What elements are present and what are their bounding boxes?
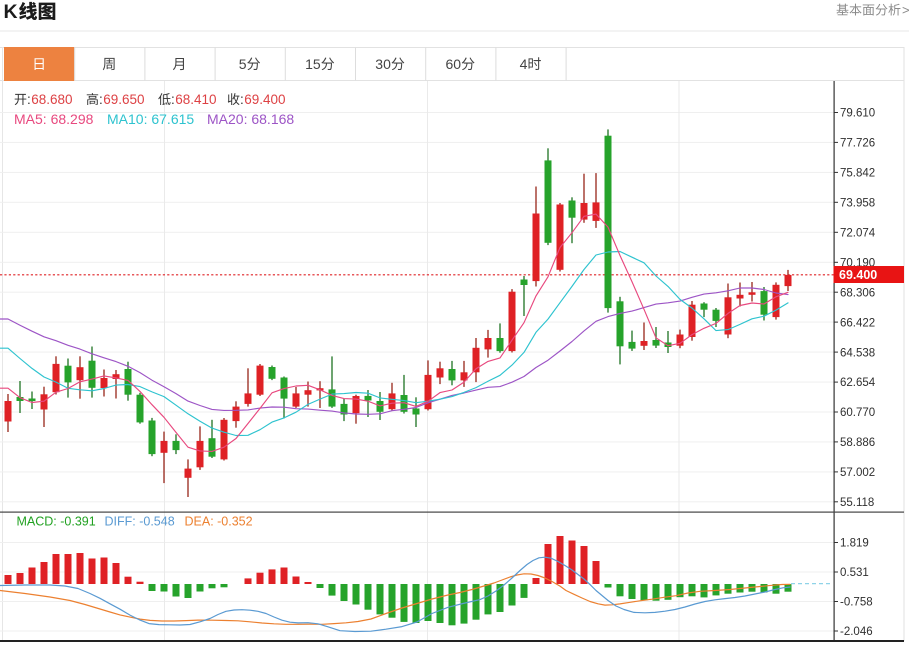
svg-text:-2.046: -2.046 <box>840 626 873 638</box>
svg-text:K: K <box>4 1 18 23</box>
svg-text:69.650: 69.650 <box>103 92 144 107</box>
svg-text:MA10: 67.615: MA10: 67.615 <box>107 111 194 127</box>
svg-text:>: > <box>902 3 909 18</box>
svg-text:69.400: 69.400 <box>244 92 285 107</box>
svg-text:57.002: 57.002 <box>840 467 875 479</box>
svg-text::: : <box>240 92 244 107</box>
svg-text:60: 60 <box>446 56 462 72</box>
svg-text:MACD: -0.391: MACD: -0.391 <box>17 515 96 529</box>
svg-text::: : <box>27 92 31 107</box>
svg-text:DIFF: -0.548: DIFF: -0.548 <box>105 515 175 529</box>
svg-text:30: 30 <box>375 56 391 72</box>
svg-text:55.118: 55.118 <box>840 497 874 509</box>
svg-text:72.074: 72.074 <box>840 228 876 240</box>
svg-text:60.770: 60.770 <box>840 407 875 419</box>
svg-text:MA5: 68.298: MA5: 68.298 <box>14 111 94 127</box>
svg-text:79.610: 79.610 <box>840 108 875 120</box>
svg-text:0.531: 0.531 <box>840 567 869 579</box>
svg-text::: : <box>99 92 103 107</box>
svg-text:73.958: 73.958 <box>840 198 875 210</box>
svg-text:MA20: 68.168: MA20: 68.168 <box>207 111 294 127</box>
svg-text:4: 4 <box>520 56 528 72</box>
svg-text:DEA: -0.352: DEA: -0.352 <box>185 515 253 529</box>
svg-text:66.422: 66.422 <box>840 317 875 329</box>
svg-text:68.680: 68.680 <box>31 92 72 107</box>
svg-text:1.819: 1.819 <box>840 538 869 550</box>
svg-text:68.306: 68.306 <box>840 287 875 299</box>
svg-text:15: 15 <box>305 56 321 72</box>
svg-text:62.654: 62.654 <box>840 377 876 389</box>
svg-text:75.842: 75.842 <box>840 168 875 180</box>
svg-text:77.726: 77.726 <box>840 138 875 150</box>
svg-text::: : <box>171 92 175 107</box>
svg-text:68.410: 68.410 <box>175 92 216 107</box>
svg-text:69.400: 69.400 <box>839 268 877 282</box>
svg-text:58.886: 58.886 <box>840 437 875 449</box>
svg-text:64.538: 64.538 <box>840 347 875 359</box>
svg-text:5: 5 <box>239 56 247 72</box>
svg-text:-0.758: -0.758 <box>840 597 873 609</box>
